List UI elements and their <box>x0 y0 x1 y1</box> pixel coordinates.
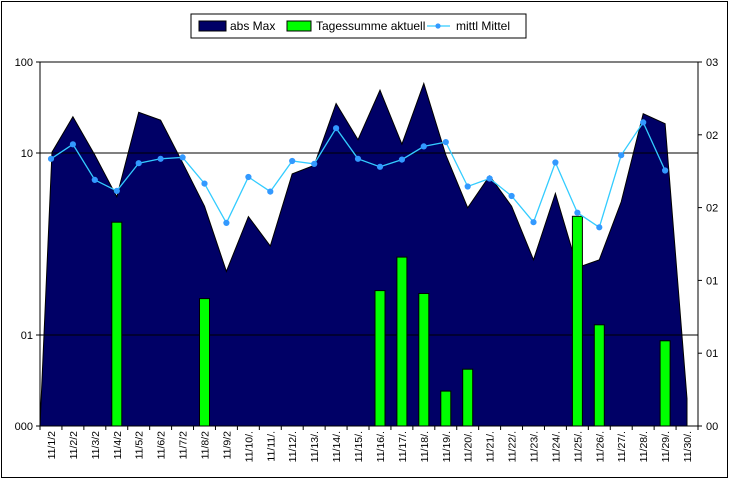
tagessumme-bar <box>440 390 452 427</box>
mittl-mittel-point <box>508 192 515 200</box>
mittl-mittel-point <box>245 173 252 181</box>
y2-tick-label: 03 <box>706 57 718 69</box>
y-tick-label: 10 <box>21 148 33 160</box>
mittl-mittel-point <box>311 160 318 167</box>
x-tick-label: 11/3/2 <box>90 431 102 460</box>
mittl-mittel-point <box>91 176 98 183</box>
tagessumme-bar <box>418 293 430 427</box>
y2-tick-label: 02 <box>706 130 718 142</box>
tagessumme-bar <box>659 340 671 427</box>
tagessumme-bar <box>374 290 386 427</box>
x-tick-label: 11/19/. <box>441 431 453 462</box>
legend-label-tagessumme: Tagessumme aktuell <box>316 19 425 33</box>
x-tick-label: 11/17/. <box>397 431 409 462</box>
y-tick-label: 100 <box>15 57 33 69</box>
mittl-mittel-point <box>157 155 164 162</box>
mittl-mittel-point <box>376 163 384 170</box>
y-tick-label: 01 <box>21 330 33 342</box>
y2-tick-label: 00 <box>706 421 718 433</box>
legend-marker-mittl-mittel <box>435 23 441 29</box>
mittl-mittel-point <box>289 157 296 165</box>
mittl-mittel-point <box>662 167 669 174</box>
mittl-mittel-point <box>135 160 142 167</box>
x-tick-label: 11/5/2 <box>134 431 146 460</box>
mittl-mittel-point <box>464 183 471 190</box>
x-tick-label: 11/6/2 <box>156 431 168 460</box>
x-tick-label: 11/24/. <box>550 431 562 462</box>
mittl-mittel-line <box>47 119 669 231</box>
mittl-mittel-point <box>223 219 230 226</box>
mittl-mittel-point <box>574 209 581 216</box>
mittl-mittel-point <box>333 125 340 132</box>
mittl-mittel-point <box>420 143 427 150</box>
mittl-mittel-point <box>486 175 493 182</box>
x-tick-label: 11/12/. <box>287 431 299 462</box>
x-tick-label: 11/15/. <box>353 431 365 462</box>
x-tick-label: 11/16/. <box>375 431 387 462</box>
x-tick-label: 11/4/2 <box>112 431 124 460</box>
legend-box <box>190 13 527 39</box>
tagessumme-bar <box>462 368 474 427</box>
y2-tick-label: 02 <box>706 203 718 215</box>
x-tick-label: 11/29/. <box>660 431 672 462</box>
x-tick-label: 11/21/. <box>485 431 497 462</box>
axes: 000 01 10 100 00 01 01 02 02 03 11/1/2 11/2/2 11/3/2… <box>15 57 719 462</box>
mittl-mittel-point <box>442 139 449 146</box>
y-tick-label: 000 <box>15 421 33 433</box>
x-tick-label: 11/13/. <box>309 431 321 462</box>
mittl-mittel-point <box>618 152 625 159</box>
x-tick-label: 11/18/. <box>419 431 431 462</box>
mittl-mittel-point <box>47 155 55 162</box>
x-tick-label: 11/27/. <box>616 431 628 462</box>
legend-label-abs-max: abs Max <box>230 19 275 33</box>
tagessumme-bar <box>571 215 583 427</box>
x-tick-label: 11/7/2 <box>178 431 190 460</box>
x-tick-label: 11/14/. <box>331 431 343 462</box>
x-tick-label: 11/8/2 <box>200 431 212 460</box>
x-tick-label: 11/30/. <box>682 431 694 462</box>
mittl-mittel-point <box>267 188 274 195</box>
x-tick-label: 11/9/2 <box>221 431 233 460</box>
x-tick-label: 11/22/. <box>507 431 519 462</box>
x-tick-label: 11/2/2 <box>68 431 80 460</box>
tagessumme-bar <box>111 221 123 427</box>
x-tick-label: 11/23/. <box>529 431 541 462</box>
tagessumme-bar <box>396 256 408 427</box>
legend: abs Max Tagessumme aktuell mittl Mittel <box>190 13 527 39</box>
gridlines <box>40 152 698 336</box>
mittl-mittel-point <box>530 219 537 226</box>
x-tick-label: 11/26/. <box>594 431 606 462</box>
tagessumme-bar <box>593 324 605 427</box>
y2-tick-label: 01 <box>706 275 718 287</box>
legend-swatch-tagessumme <box>286 20 312 32</box>
tagessumme-bar <box>199 298 210 427</box>
x-tick-label: 11/1/2 <box>46 431 58 460</box>
mittl-mittel-point <box>354 155 362 162</box>
legend-label-mittl-mittel: mittl Mittel <box>456 19 510 33</box>
x-tick-label: 11/20/. <box>463 431 475 462</box>
mittl-mittel-point <box>640 119 647 126</box>
legend-swatch-abs-max <box>198 20 227 32</box>
mittl-mittel-point <box>113 187 120 194</box>
y2-tick-label: 01 <box>706 348 718 360</box>
x-tick-label: 11/11/. <box>265 431 277 462</box>
mittl-mittel-point <box>398 156 405 163</box>
mittl-mittel-point <box>179 154 186 161</box>
x-tick-label: 11/25/. <box>572 431 584 462</box>
x-tick-label: 11/10/. <box>243 431 255 462</box>
x-tick-label: 11/28/. <box>638 431 650 462</box>
mittl-mittel-point <box>596 224 603 231</box>
mittl-mittel-point <box>69 141 77 148</box>
mittl-mittel-point <box>201 180 208 187</box>
mittl-mittel-point <box>552 159 559 166</box>
